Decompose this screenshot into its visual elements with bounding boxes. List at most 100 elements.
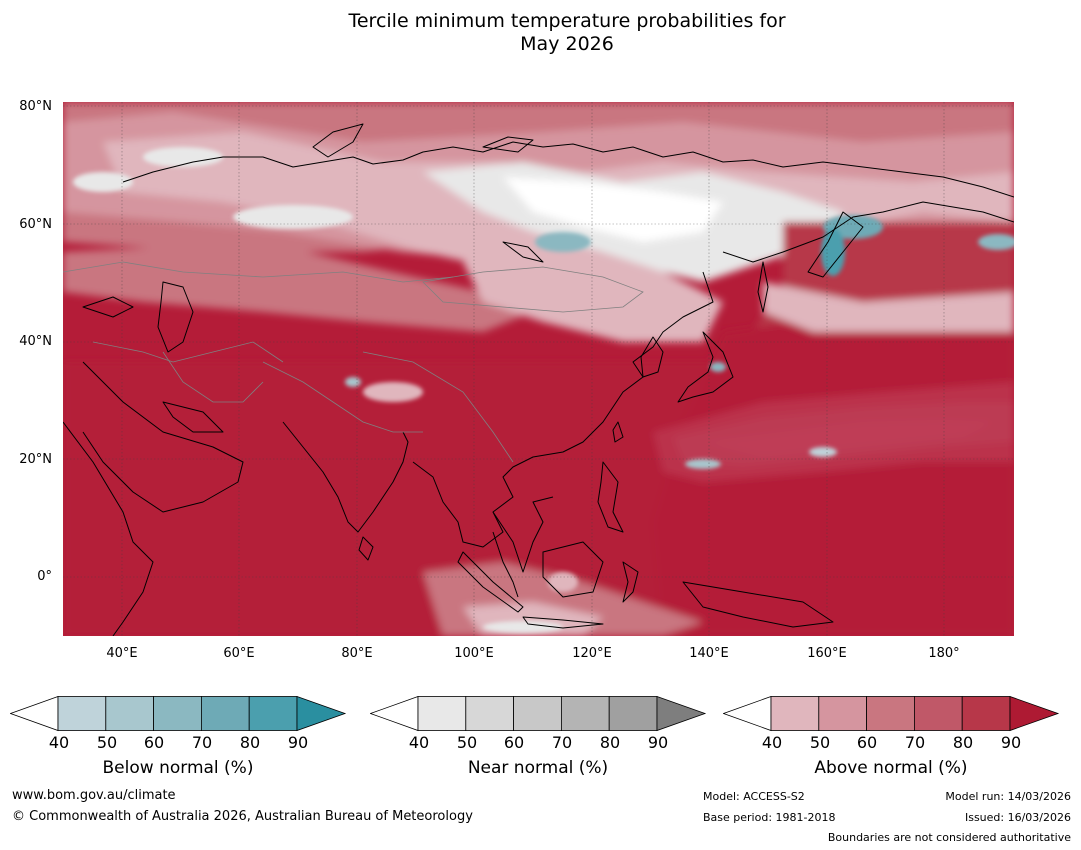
malay-peninsula (492, 531, 519, 598)
lat-label-40n: 40°N (19, 334, 52, 349)
tick-above-90: 90 (1000, 733, 1022, 752)
border-middle-east (92, 341, 284, 363)
arabia-coast (82, 361, 244, 513)
teal-patch-pacific (685, 459, 721, 469)
colorbar-above-segment (818, 696, 868, 731)
colorbar-above-normal (723, 696, 1060, 732)
teal-patch-tibet (345, 377, 361, 387)
tick-above-80: 80 (952, 733, 974, 752)
colorbar-above-segment (961, 696, 1011, 731)
colorbar-near-normal (370, 696, 707, 732)
colorbar-near-segment (513, 696, 562, 731)
colorbar-above-segment (770, 696, 820, 731)
tick-above-60: 60 (856, 733, 878, 752)
chart-title-line1: Tercile minimum temperature probabilitie… (348, 10, 786, 32)
lon-label-60e: 60°E (223, 646, 255, 661)
colorbar-below-segment (200, 696, 250, 731)
teal-patch-pacific2 (809, 447, 837, 457)
border-mongolia (422, 266, 644, 313)
border-iran (162, 351, 264, 403)
lon-label-40e: 40°E (106, 646, 138, 661)
sri-lanka (358, 536, 374, 561)
teal-patch-japan (710, 362, 726, 372)
model-name: Model: ACCESS-S2 (703, 790, 805, 803)
map-svg (63, 102, 1014, 636)
tick-near-80: 80 (599, 733, 621, 752)
tick-below-80: 80 (239, 733, 261, 752)
colorbar-below-segment (105, 696, 155, 731)
teal-patch-baikal (535, 232, 591, 252)
grey-patch-scandinavia (143, 147, 223, 167)
tick-below-60: 60 (143, 733, 165, 752)
colorbar-above-segment (913, 696, 963, 731)
colorbar-below-segment (153, 696, 202, 731)
lat-label-20n: 20°N (19, 452, 52, 467)
boundaries-disclaimer: Boundaries are not considered authoritat… (827, 831, 1071, 844)
lon-label-180: 180° (928, 646, 960, 661)
korea (640, 336, 664, 378)
kamchatka (807, 211, 864, 278)
tick-above-70: 70 (904, 733, 926, 752)
copyright-text: © Commonwealth of Australia 2026, Austra… (12, 809, 473, 824)
teal-patch-bering (978, 234, 1014, 250)
colorbar-above-segment (866, 696, 915, 731)
tick-below-50: 50 (96, 733, 118, 752)
okhotsk-coast (722, 201, 1014, 263)
model-run-date: Model run: 14/03/2026 (945, 790, 1071, 803)
colorbar-above-extend-low (723, 696, 772, 732)
chart-title-line2: May 2026 (520, 33, 614, 55)
sumatra (457, 551, 524, 613)
colorbar-near-segment (560, 696, 610, 731)
colorbar-near-segment (465, 696, 515, 731)
lon-label-80e: 80°E (341, 646, 373, 661)
sakhalin (757, 261, 769, 313)
colorbar-above-segments (723, 696, 1060, 732)
tick-above-50: 50 (809, 733, 831, 752)
new-guinea (682, 581, 834, 628)
near-normal-patches (73, 147, 578, 633)
lon-label-140e: 140°E (689, 646, 729, 661)
border-russia-kazakh (63, 261, 454, 283)
border-india (262, 361, 423, 433)
mongolia-light (463, 252, 723, 342)
lon-label-120e: 120°E (572, 646, 612, 661)
siberia-white (503, 177, 723, 242)
black-sea (82, 296, 134, 318)
colorbar-below-segment (57, 696, 107, 731)
tick-above-40: 40 (761, 733, 783, 752)
colorbar-near-segment (608, 696, 658, 731)
tick-near-40: 40 (408, 733, 430, 752)
colorbar-below-extend-low (10, 696, 59, 732)
indochina (492, 496, 554, 573)
grey-patch-tibet (363, 382, 423, 402)
grey-patch-kazakh (233, 205, 353, 229)
taymyr (482, 136, 534, 153)
country-borders (63, 261, 644, 463)
colorbar-above-label: Above normal (%) (814, 758, 968, 778)
probability-field (63, 102, 1014, 636)
grey-patch-caspian-north (73, 172, 133, 192)
novaya-zemlya (312, 123, 364, 158)
border-china-south (362, 351, 514, 463)
red-sea-africa (63, 421, 154, 636)
java (522, 616, 604, 629)
base-period: Base period: 1981-2018 (703, 811, 836, 824)
colorbar-below-segment (248, 696, 298, 731)
colorbar-near-extend-high (656, 696, 707, 732)
colorbar-near-label: Near normal (%) (467, 758, 609, 778)
colorbar-near-segments (370, 696, 707, 732)
india-coast (282, 421, 409, 533)
lon-label-100e: 100°E (454, 646, 494, 661)
japan (677, 331, 734, 403)
tropics-90 (63, 362, 1014, 636)
coastlines (63, 123, 1014, 636)
tick-below-40: 40 (48, 733, 70, 752)
tick-near-90: 90 (647, 733, 669, 752)
kamchatka-light (763, 282, 1014, 332)
baikal (502, 241, 544, 263)
central-asia-60 (63, 242, 533, 332)
teal-patch-kamchatka (821, 228, 845, 276)
colorbar-below-normal (10, 696, 347, 732)
colorbar-below-segments (10, 696, 347, 732)
colorbar-near-extend-low (370, 696, 419, 732)
